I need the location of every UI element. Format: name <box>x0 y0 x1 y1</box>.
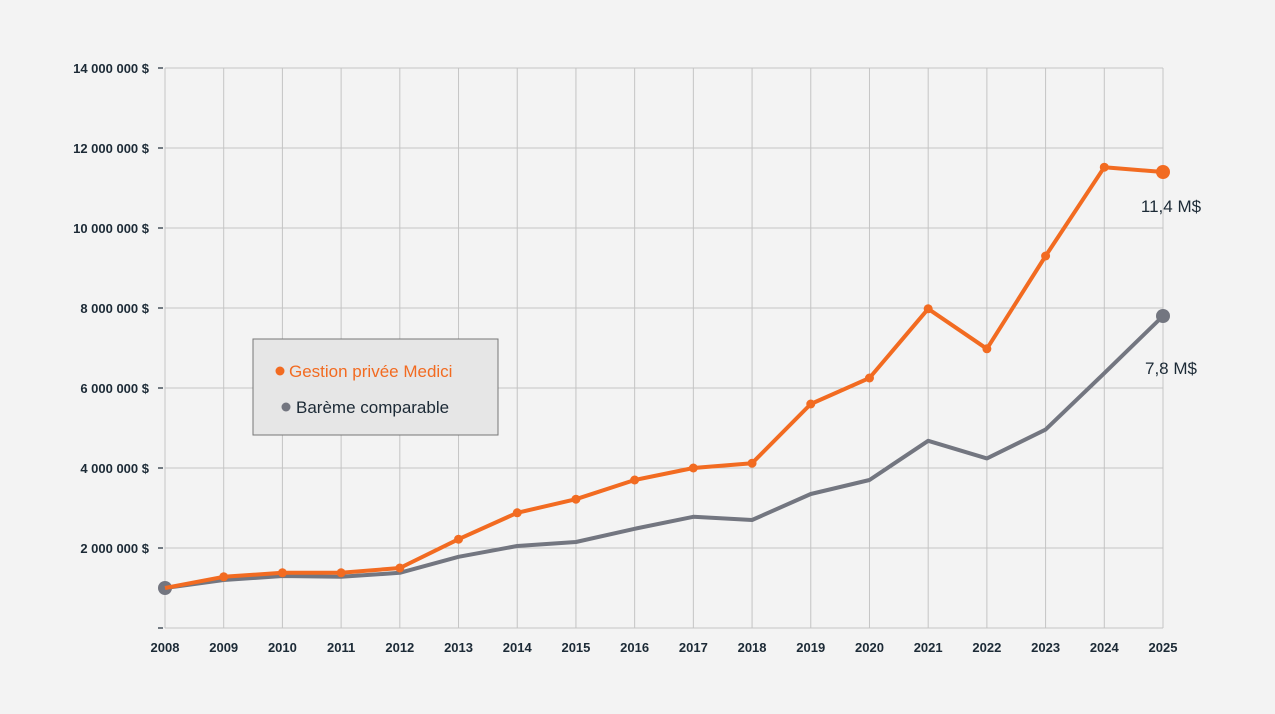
data-point <box>747 458 757 468</box>
x-axis: 2008 2009 2010 2011 2012 2013 2014 2015 2016 2017… <box>151 640 1178 655</box>
data-point <box>571 494 581 504</box>
end-value-label: 7,8 M$ <box>1145 359 1198 378</box>
data-point <box>806 399 816 409</box>
legend-box <box>252 338 499 436</box>
x-tick-label: 2016 <box>620 640 649 655</box>
x-tick-label: 2019 <box>796 640 825 655</box>
x-tick-label: 2021 <box>914 640 943 655</box>
x-tick-label: 2025 <box>1149 640 1178 655</box>
data-point <box>454 534 464 544</box>
y-tick-label: 6 000 000 $ <box>80 381 149 396</box>
data-point <box>336 568 346 578</box>
legend-label-medici: Gestion privée Medici <box>289 362 452 381</box>
x-tick-label: 2009 <box>209 640 238 655</box>
data-point <box>864 373 874 383</box>
data-point <box>1099 162 1109 172</box>
x-tick-label: 2011 <box>327 640 355 655</box>
data-point <box>1041 251 1051 261</box>
data-point <box>982 344 992 354</box>
y-tick-label: 8 000 000 $ <box>80 301 149 316</box>
data-point <box>923 304 933 314</box>
y-tick-label: 14 000 000 $ <box>73 61 150 76</box>
x-tick-label: 2008 <box>151 640 180 655</box>
legend-label-bareme: Barème comparable <box>296 398 449 417</box>
x-tick-label: 2024 <box>1090 640 1120 655</box>
data-point <box>219 572 229 582</box>
x-tick-label: 2023 <box>1031 640 1060 655</box>
series-lines: 7,8 M$ 11,4 M$ <box>158 162 1202 595</box>
data-point <box>1156 309 1170 323</box>
legend-marker-bareme <box>281 402 291 412</box>
y-tick-label: 10 000 000 $ <box>73 221 150 236</box>
data-point <box>630 475 640 485</box>
x-tick-label: 2014 <box>503 640 533 655</box>
y-tick-label: 12 000 000 $ <box>73 141 150 156</box>
x-tick-label: 2010 <box>268 640 297 655</box>
y-axis: 2 000 000 $ 4 000 000 $ 6 000 000 $ 8 000 0… <box>73 61 163 629</box>
data-point <box>688 463 698 473</box>
data-point <box>1156 165 1170 179</box>
data-point <box>277 568 287 578</box>
x-tick-label: 2017 <box>679 640 708 655</box>
legend: Gestion privée Medici Barème comparable <box>252 338 499 436</box>
x-tick-label: 2013 <box>444 640 473 655</box>
data-point <box>395 563 405 573</box>
x-tick-label: 2018 <box>738 640 767 655</box>
series-line-1 <box>164 314 1165 590</box>
end-value-label: 11,4 M$ <box>1141 197 1202 216</box>
x-tick-label: 2015 <box>561 640 590 655</box>
x-tick-label: 2020 <box>855 640 884 655</box>
data-point <box>512 508 522 518</box>
legend-marker-medici <box>275 366 285 376</box>
series-line-0 <box>164 165 1164 590</box>
y-tick-label: 4 000 000 $ <box>80 461 149 476</box>
x-tick-label: 2022 <box>972 640 1001 655</box>
x-tick-label: 2012 <box>385 640 414 655</box>
y-tick-label: 2 000 000 $ <box>80 541 149 556</box>
